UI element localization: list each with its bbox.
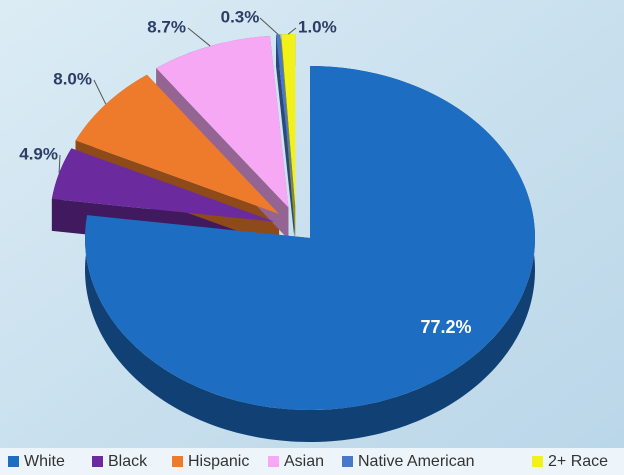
legend-swatch xyxy=(8,456,19,467)
data-label: 8.7% xyxy=(147,17,186,36)
legend-swatch xyxy=(268,456,279,467)
legend-label: Asian xyxy=(284,453,324,470)
legend-label: Black xyxy=(108,453,148,470)
data-label: 77.2% xyxy=(420,317,471,337)
data-label: 8.0% xyxy=(53,69,92,88)
legend-label: Hispanic xyxy=(188,453,249,470)
chart: 77.2% 4.9% 8.0% 8.7% 0.3% 1.0% White Black Hisp… xyxy=(0,0,624,475)
legend-swatch xyxy=(92,456,103,467)
legend-swatch xyxy=(532,456,543,467)
data-label: 1.0% xyxy=(298,17,337,36)
legend-label: Native American xyxy=(358,453,475,470)
data-label: 0.3% xyxy=(221,7,260,26)
legend-label: 2+ Race xyxy=(548,453,608,470)
data-label: 4.9% xyxy=(19,144,58,163)
legend-swatch xyxy=(172,456,183,467)
legend-swatch xyxy=(342,456,353,467)
legend-label: White xyxy=(24,453,65,470)
